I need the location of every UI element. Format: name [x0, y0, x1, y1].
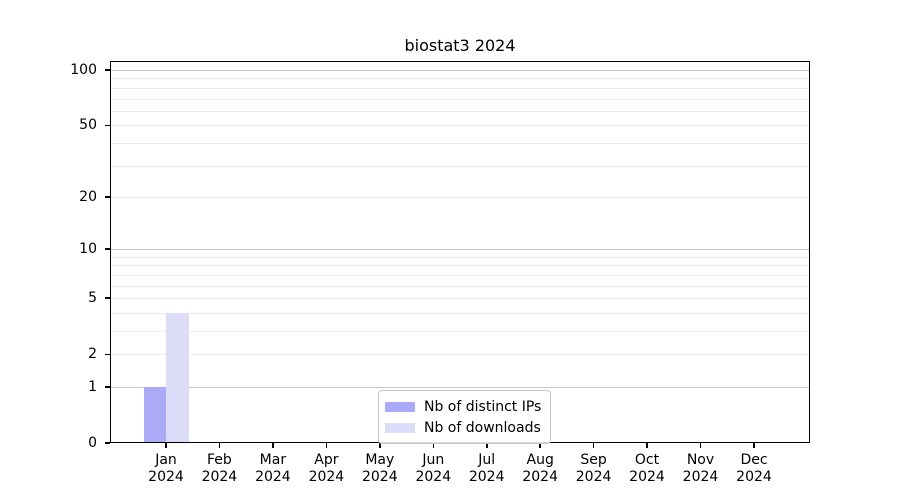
gridline-y-7	[110, 274, 810, 276]
gridline-y-9	[110, 256, 810, 258]
gridline-y-8	[110, 265, 810, 267]
gridline-y-10	[110, 249, 810, 251]
x-tick-label-nov: Nov 2024	[682, 452, 719, 485]
gridline-y-60	[110, 110, 810, 112]
x-tick-label-jan: Jan 2024	[148, 452, 184, 485]
x-tick-label-jul: Jul 2024	[468, 452, 505, 485]
gridline-y-40	[110, 142, 810, 144]
x-tick-label-sep: Sep 2024	[575, 452, 612, 485]
legend-row-distinct-ips: Nb of distinct IPs	[385, 396, 541, 417]
y-tick-mark-50	[105, 124, 110, 126]
legend-label-distinct-ips: Nb of distinct IPs	[424, 398, 542, 415]
x-tick-label-aug: Aug 2024	[522, 452, 558, 485]
y-tick-label-10: 10	[79, 241, 97, 258]
y-tick-mark-5	[105, 297, 110, 299]
x-tick-label-apr: Apr 2024	[308, 452, 345, 485]
y-tick-label-50: 50	[79, 117, 97, 134]
gridline-y-5	[110, 298, 810, 300]
x-tick-label-dec: Dec 2024	[736, 452, 772, 485]
x-tick-mark-jun	[432, 443, 434, 448]
downloads-swatch-icon	[385, 422, 415, 433]
y-tick-label-1: 1	[88, 379, 97, 395]
x-tick-mark-dec	[753, 443, 755, 448]
x-tick-label-jun: Jun 2024	[415, 452, 452, 485]
x-tick-mark-mar	[272, 443, 274, 448]
gridline-y-20	[110, 196, 810, 198]
gridline-y-4	[110, 312, 810, 314]
y-tick-label-100: 100	[70, 62, 97, 78]
y-tick-mark-1	[105, 386, 110, 388]
x-tick-mark-jan	[165, 443, 167, 448]
x-tick-mark-apr	[325, 443, 328, 448]
x-tick-label-may: May 2024	[361, 452, 398, 485]
legend-label-downloads: Nb of downloads	[424, 419, 541, 436]
gridline-y-1	[110, 387, 810, 388]
x-tick-label-feb: Feb 2024	[201, 452, 238, 485]
distinct-ips-swatch-icon	[385, 401, 415, 412]
gridline-y-50	[110, 125, 810, 127]
gridline-y-30	[110, 165, 810, 167]
x-tick-mark-feb	[218, 443, 221, 448]
y-tick-mark-0	[105, 442, 110, 444]
y-tick-mark-10	[105, 248, 110, 250]
legend-row-downloads: Nb of downloads	[385, 417, 541, 438]
bar-jan-downloads	[166, 312, 189, 443]
x-tick-mark-sep	[592, 443, 595, 448]
chart-title: biostat3 2024	[404, 36, 516, 55]
x-tick-mark-oct	[646, 443, 648, 448]
x-tick-label-oct: Oct 2024	[629, 452, 665, 485]
gridline-y-80	[110, 87, 810, 89]
gridline-y-100	[110, 70, 810, 71]
y-tick-label-5: 5	[88, 290, 97, 307]
y-tick-mark-20	[105, 196, 110, 198]
y-tick-mark-2	[105, 353, 110, 355]
y-tick-mark-100	[105, 69, 110, 71]
legend: Nb of distinct IPs Nb of downloads	[378, 390, 552, 444]
y-tick-label-0: 0	[88, 435, 97, 451]
x-tick-mark-nov	[699, 443, 702, 448]
bar-jan-distinct-ips	[143, 387, 166, 443]
gridline-y-3	[110, 331, 810, 332]
x-tick-mark-jul	[486, 443, 488, 448]
y-tick-label-20: 20	[79, 188, 97, 205]
x-tick-mark-may	[379, 443, 381, 448]
y-tick-label-2: 2	[88, 346, 97, 363]
gridline-y-70	[110, 98, 810, 100]
gridline-y-6	[110, 285, 810, 287]
x-tick-label-mar: Mar 2024	[255, 452, 291, 485]
gridline-y-90	[110, 78, 810, 80]
plot-area	[110, 61, 810, 443]
x-tick-mark-aug	[539, 443, 541, 448]
gridline-y-2	[110, 354, 810, 356]
